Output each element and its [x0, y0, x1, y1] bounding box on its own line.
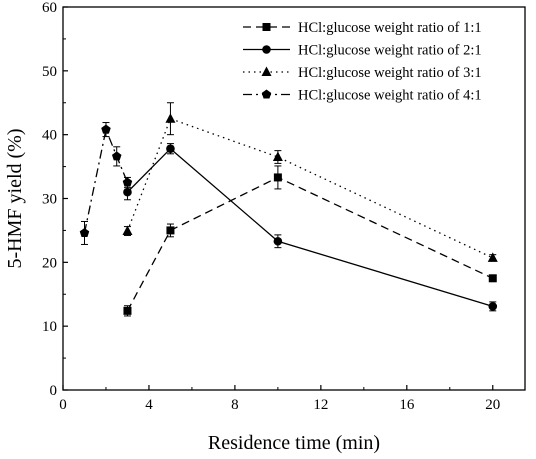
y-axis-title: 5-HMF yield (%) [4, 129, 26, 269]
series-line [83, 127, 129, 234]
data-point [123, 306, 132, 315]
y-tick-label: 0 [50, 383, 58, 399]
data-point [122, 225, 133, 236]
data-point [123, 187, 132, 197]
legend: HCl:glucose weight ratio of 1:1 HCl:gluco… [243, 20, 482, 104]
legend-label: HCl:glucose weight ratio of 1:1 [298, 20, 482, 36]
legend-item-4: HCl:glucose weight ratio of 4:1 [243, 88, 482, 104]
data-point [122, 177, 133, 187]
data-point [79, 227, 90, 238]
x-tick-label: 12 [313, 397, 328, 413]
data-point [273, 173, 282, 182]
data-point [166, 226, 175, 235]
y-tick-label: 40 [42, 128, 57, 144]
series-line [127, 147, 493, 308]
series-4 [79, 122, 133, 245]
x-tick-label: 0 [59, 397, 67, 413]
y-tick-label: 60 [42, 0, 57, 16]
y-tick-label: 50 [42, 64, 57, 80]
y-tick-label: 10 [42, 319, 57, 335]
y-tick-label: 20 [42, 255, 57, 271]
x-tick-label: 20 [485, 397, 500, 413]
data-point [488, 302, 498, 311]
x-tick-label: 4 [145, 397, 153, 413]
series-2 [123, 143, 498, 312]
legend-item-1: HCl:glucose weight ratio of 1:1 [243, 20, 482, 36]
data-point [272, 151, 283, 162]
series-3 [122, 102, 498, 262]
series-layer [79, 102, 498, 317]
data-point [488, 274, 497, 283]
series-line [126, 117, 494, 259]
legend-label: HCl:glucose weight ratio of 2:1 [298, 43, 482, 59]
data-point [165, 113, 176, 123]
series-line [126, 176, 494, 312]
legend-label: HCl:glucose weight ratio of 4:1 [298, 88, 482, 104]
axes: 0 4 8 12 16 20 0 10 20 30 40 50 60 [42, 0, 526, 413]
legend-marker [261, 66, 272, 76]
data-point [101, 124, 111, 134]
data-point [111, 151, 122, 161]
x-tick-label: 16 [399, 397, 415, 413]
data-point [273, 236, 283, 246]
y-tick-label: 30 [42, 192, 57, 208]
data-point [166, 144, 175, 154]
legend-marker [262, 45, 271, 54]
x-tick-label: 8 [231, 397, 239, 413]
legend-marker [262, 23, 271, 31]
legend-item-2: HCl:glucose weight ratio of 2:1 [243, 43, 482, 59]
series-1 [123, 165, 497, 317]
data-point [487, 252, 498, 262]
legend-item-3: HCl:glucose weight ratio of 3:1 [243, 65, 482, 81]
x-axis-title: Residence time (min) [208, 432, 380, 454]
legend-marker [261, 89, 272, 99]
legend-label: HCl:glucose weight ratio of 3:1 [298, 65, 482, 81]
